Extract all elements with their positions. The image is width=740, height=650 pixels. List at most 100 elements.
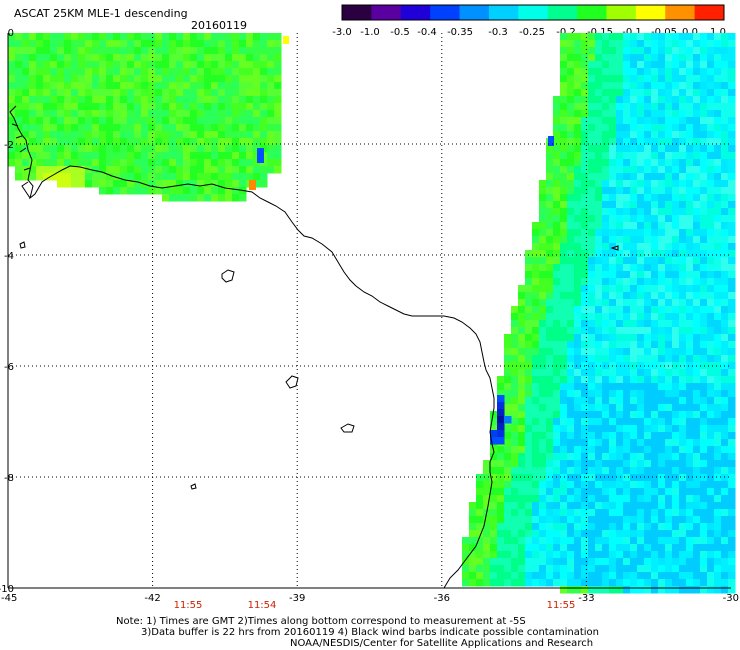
swath-cell: [700, 61, 708, 69]
swath-cell: [581, 586, 589, 594]
swath-cell: [686, 278, 694, 286]
swath-cell: [609, 124, 617, 132]
swath-cell: [190, 75, 198, 83]
swath-cell: [609, 299, 617, 307]
swath-cell: [623, 131, 631, 139]
swath-cell: [693, 488, 701, 496]
swath-cell: [588, 488, 596, 496]
swath-cell: [148, 124, 156, 132]
swath-cell: [8, 82, 16, 90]
swath-cell: [700, 82, 708, 90]
swath-cell: [693, 250, 701, 258]
swath-cell: [183, 131, 191, 139]
swath-cell: [588, 250, 596, 258]
swath-cell: [511, 523, 519, 531]
swath-cell: [574, 306, 582, 314]
swath-cell: [539, 264, 547, 272]
swath-cell: [560, 376, 568, 384]
swath-cell: [651, 586, 659, 594]
swath-cell: [658, 271, 666, 279]
swath-cell: [588, 467, 596, 475]
swath-cell: [78, 131, 86, 139]
islands: [19, 241, 619, 490]
swath-cell: [148, 138, 156, 146]
swath-cell: [714, 278, 722, 286]
swath-cell: [651, 166, 659, 174]
swath-cell: [595, 495, 603, 503]
swath-cell: [602, 110, 610, 118]
swath-cell: [686, 187, 694, 195]
swath-cell: [728, 320, 736, 328]
swath-cell: [707, 474, 715, 482]
swath-cell: [658, 117, 666, 125]
colorbar-tick-label: -0.4: [417, 27, 437, 38]
swath-cell: [43, 33, 51, 41]
swath-cell: [560, 89, 568, 97]
swath-cell: [616, 509, 624, 517]
swath-cell: [113, 124, 121, 132]
swath-cell: [644, 558, 652, 566]
swath-cell: [630, 264, 638, 272]
swath-cell: [211, 89, 219, 97]
swath-cell: [707, 68, 715, 76]
swath-cell: [8, 54, 16, 62]
swath-cell: [560, 453, 568, 461]
swath-cell: [679, 110, 687, 118]
swath-cell: [204, 138, 212, 146]
swath-cell: [700, 159, 708, 167]
swath-cell: [567, 236, 575, 244]
swath-cell: [637, 383, 645, 391]
swath-cell: [700, 509, 708, 517]
swath-cell: [609, 390, 617, 398]
swath-cell: [567, 530, 575, 538]
swath-cell: [511, 495, 519, 503]
swath-cell: [700, 341, 708, 349]
swath-cell: [588, 320, 596, 328]
swath-cell: [197, 110, 205, 118]
swath-cell-blue: [497, 402, 505, 410]
swath-cell: [225, 75, 233, 83]
swath-cell: [714, 495, 722, 503]
swath-cell: [609, 243, 617, 251]
swath-cell: [588, 222, 596, 230]
swath-cell: [679, 488, 687, 496]
swath-cell: [50, 110, 58, 118]
swath-cell: [211, 131, 219, 139]
swath-cell: [672, 47, 680, 55]
swath-cell: [686, 215, 694, 223]
swath-cell-blue: [497, 409, 505, 417]
swath-cell: [546, 439, 554, 447]
swath-cell: [560, 404, 568, 412]
swath-cell: [644, 194, 652, 202]
swath-cell: [539, 201, 547, 209]
swath-cell: [658, 544, 666, 552]
swath-cell: [211, 103, 219, 111]
swath-cell: [693, 299, 701, 307]
swath-cell: [686, 180, 694, 188]
swath-cell: [560, 68, 568, 76]
swath-cell: [476, 481, 484, 489]
swath-cell: [679, 320, 687, 328]
swath-cell: [588, 439, 596, 447]
swath-cell: [630, 334, 638, 342]
swath-cell: [588, 334, 596, 342]
swath-cell: [595, 285, 603, 293]
swath-cell: [22, 124, 30, 132]
swath-cell: [36, 124, 44, 132]
swath-cell: [686, 467, 694, 475]
swath-cell: [546, 565, 554, 573]
swath-cell: [525, 467, 533, 475]
swath-cell: [644, 68, 652, 76]
swath-cell: [225, 194, 233, 202]
swath-cell: [623, 278, 631, 286]
swath-cell: [602, 271, 610, 279]
swath-cell: [602, 264, 610, 272]
swath-cell: [714, 432, 722, 440]
swath-cell: [232, 82, 240, 90]
swath-cell: [595, 460, 603, 468]
swath-cell: [588, 89, 596, 97]
swath-cell: [644, 96, 652, 104]
swath-cell: [686, 544, 694, 552]
swath-cell: [602, 355, 610, 363]
swath-cell: [644, 61, 652, 69]
